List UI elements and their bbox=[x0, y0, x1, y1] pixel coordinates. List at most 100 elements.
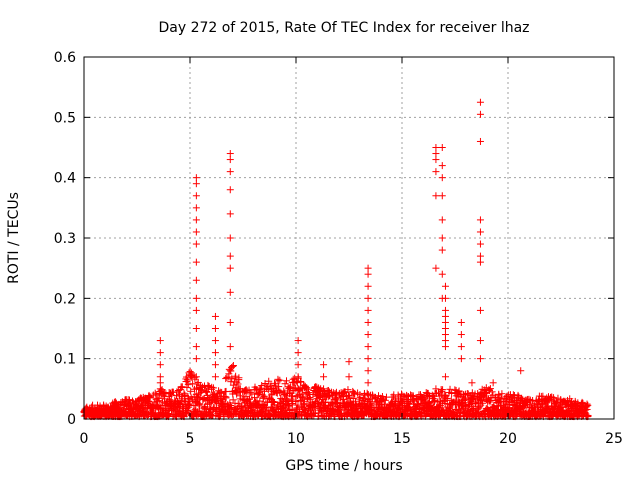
data-point bbox=[364, 282, 372, 290]
data-point bbox=[271, 381, 279, 389]
data-point bbox=[438, 162, 446, 170]
data-point bbox=[276, 376, 284, 384]
x-tick-label: 0 bbox=[80, 431, 89, 447]
data-point bbox=[425, 398, 433, 406]
data-point bbox=[497, 395, 505, 403]
data-point bbox=[457, 331, 465, 339]
data-point bbox=[293, 379, 301, 387]
data-point bbox=[476, 240, 484, 248]
y-axis-label: ROTI / TECUs bbox=[6, 192, 22, 284]
data-point bbox=[432, 144, 440, 151]
data-point bbox=[294, 361, 302, 369]
data-point bbox=[438, 144, 446, 151]
data-point bbox=[155, 397, 163, 405]
data-point bbox=[125, 396, 133, 404]
data-point bbox=[192, 240, 200, 248]
data-point bbox=[226, 367, 234, 375]
data-point bbox=[192, 216, 200, 224]
data-point bbox=[192, 373, 200, 381]
data-point bbox=[381, 396, 389, 404]
data-point bbox=[151, 389, 159, 397]
data-point bbox=[431, 397, 439, 405]
y-tick-label: 0.4 bbox=[54, 171, 76, 187]
data-point bbox=[246, 389, 254, 397]
data-point bbox=[226, 264, 234, 272]
data-point bbox=[364, 294, 372, 302]
data-point bbox=[432, 156, 440, 164]
data-point bbox=[475, 412, 483, 420]
data-point bbox=[441, 331, 449, 339]
data-point bbox=[283, 396, 291, 404]
data-point bbox=[306, 393, 314, 401]
data-point bbox=[320, 361, 328, 369]
data-point bbox=[286, 383, 294, 391]
data-point bbox=[299, 394, 307, 402]
x-tick-label: 15 bbox=[393, 431, 411, 447]
data-point bbox=[145, 397, 153, 405]
data-point bbox=[355, 395, 363, 403]
data-point bbox=[226, 288, 234, 296]
data-point bbox=[345, 358, 353, 366]
data-point bbox=[192, 343, 200, 351]
data-point bbox=[476, 228, 484, 236]
data-point bbox=[364, 331, 372, 339]
axes: 0 0.1 0.2 0.3 0.4 0.5 0.6 0 5 10 15 20 25 bbox=[54, 50, 623, 447]
data-point bbox=[345, 373, 353, 381]
data-point bbox=[192, 355, 200, 363]
data-point bbox=[509, 391, 517, 399]
data-point bbox=[486, 385, 494, 393]
data-point bbox=[583, 405, 591, 413]
data-point bbox=[332, 398, 340, 406]
data-point bbox=[114, 404, 122, 412]
data-point bbox=[364, 264, 372, 272]
grid-lines bbox=[84, 57, 614, 419]
data-point bbox=[235, 374, 243, 382]
data-point bbox=[312, 409, 320, 417]
data-point bbox=[438, 387, 446, 395]
data-point bbox=[368, 401, 376, 409]
data-point bbox=[432, 168, 440, 176]
plot-frame bbox=[83, 56, 615, 420]
data-point bbox=[294, 385, 302, 393]
data-point bbox=[476, 98, 484, 106]
data-point bbox=[414, 400, 422, 408]
data-point bbox=[438, 174, 446, 182]
x-tick-label: 10 bbox=[287, 431, 305, 447]
data-point bbox=[156, 361, 164, 369]
data-point bbox=[584, 401, 592, 409]
data-point bbox=[476, 137, 484, 145]
data-point bbox=[438, 216, 446, 224]
data-point bbox=[441, 306, 449, 314]
data-point bbox=[438, 246, 446, 254]
data-point bbox=[364, 355, 372, 363]
data-point bbox=[203, 388, 211, 396]
data-point bbox=[248, 390, 256, 398]
data-point bbox=[468, 379, 476, 387]
data-point bbox=[183, 377, 191, 385]
y-tick-label: 0 bbox=[67, 412, 76, 428]
data-point bbox=[441, 282, 449, 290]
y-tick-label: 0.3 bbox=[54, 231, 76, 247]
data-point bbox=[441, 337, 449, 345]
data-point bbox=[270, 379, 278, 387]
data-point bbox=[432, 150, 440, 158]
chart-title: Day 272 of 2015, Rate Of TEC Index for r… bbox=[158, 20, 529, 36]
data-point bbox=[486, 398, 494, 406]
data-point bbox=[441, 312, 449, 320]
data-point bbox=[432, 192, 440, 200]
data-point bbox=[446, 385, 454, 393]
data-point bbox=[222, 394, 230, 402]
y-tick-label: 0.6 bbox=[54, 50, 76, 66]
data-point bbox=[211, 361, 219, 369]
data-point bbox=[187, 387, 195, 395]
data-point bbox=[438, 192, 446, 200]
data-point bbox=[476, 355, 484, 363]
data-point bbox=[457, 355, 465, 363]
data-point bbox=[364, 391, 372, 399]
data-point bbox=[222, 375, 230, 383]
data-point bbox=[432, 385, 440, 393]
data-point bbox=[364, 379, 372, 387]
data-point bbox=[565, 408, 573, 416]
data-point bbox=[229, 361, 237, 369]
data-point bbox=[441, 318, 449, 326]
